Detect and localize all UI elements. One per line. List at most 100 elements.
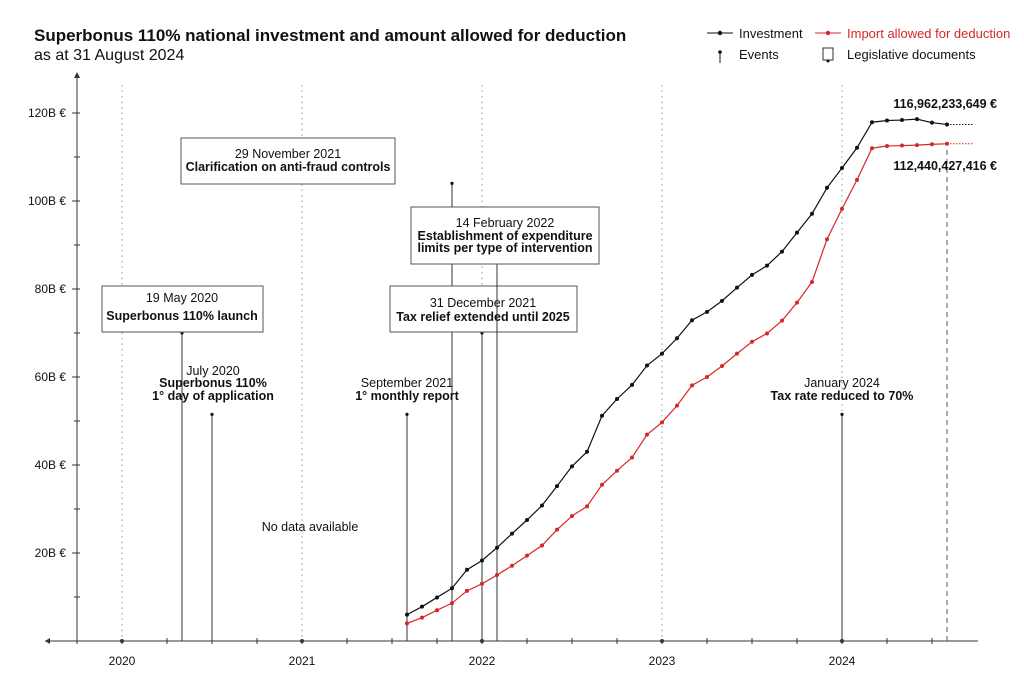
annotation-box xyxy=(180,137,396,185)
investment-point xyxy=(705,309,709,314)
annotation-label: Superbonus 110% launch xyxy=(106,309,257,323)
annotation-label: limits per type of intervention xyxy=(417,241,592,255)
deduction-point xyxy=(870,146,874,151)
investment-point xyxy=(600,413,604,418)
deduction-point xyxy=(885,144,889,148)
investment-point xyxy=(645,363,649,368)
deduction-point xyxy=(660,420,664,425)
deduction-point xyxy=(750,339,754,344)
deduction-point xyxy=(915,143,919,148)
investment-point xyxy=(930,120,934,125)
investment-point xyxy=(630,382,634,387)
annotation-box xyxy=(101,285,264,333)
annotation-date: 31 December 2021 xyxy=(430,296,536,310)
annotation-label: 1° monthly report xyxy=(355,389,459,403)
legend-legislative-symbol xyxy=(822,47,834,61)
no-data-text: No data available xyxy=(262,520,359,534)
annotation-box xyxy=(389,285,578,333)
annotation-date: 19 May 2020 xyxy=(146,291,218,305)
investment-point xyxy=(495,545,499,550)
y-tick-label: 40B € xyxy=(35,458,67,472)
investment-line xyxy=(406,118,948,616)
investment-point xyxy=(480,558,484,563)
deduction-point xyxy=(540,543,544,548)
investment-point xyxy=(525,518,529,522)
deduction-point xyxy=(840,206,844,211)
legend-legislative-label: Legislative documents xyxy=(847,47,976,62)
investment-point xyxy=(540,503,544,508)
deduction-point xyxy=(780,318,784,323)
investment-point xyxy=(615,397,619,401)
x-tick-label: 2023 xyxy=(649,654,676,668)
deduction-point xyxy=(720,364,724,368)
annotation-label: Tax relief extended until 2025 xyxy=(396,310,569,324)
investment-point xyxy=(465,567,469,572)
deduction-point xyxy=(525,553,529,558)
investment-point xyxy=(855,145,859,150)
x-tick-label: 2022 xyxy=(469,654,496,668)
investment-point xyxy=(915,117,919,122)
x-year-dot xyxy=(660,639,664,643)
x-tick-label: 2021 xyxy=(289,654,316,668)
legend-events-dot xyxy=(718,50,722,54)
deduction-point xyxy=(900,143,904,148)
investment-point xyxy=(555,484,559,489)
x-tick-label: 2020 xyxy=(109,654,136,668)
deduction-point xyxy=(855,177,859,182)
event-marker xyxy=(840,412,844,416)
investment-point xyxy=(570,464,574,469)
investment-point xyxy=(510,531,514,536)
investment-point xyxy=(840,166,844,170)
legend-investment-point xyxy=(717,30,723,36)
deduction-point xyxy=(930,142,934,147)
investment-point xyxy=(810,211,814,216)
deduction-point xyxy=(690,383,694,388)
x-axis-arrow-left xyxy=(45,638,50,644)
legend-deduction-label: Import allowed for deduction xyxy=(847,26,1011,41)
investment-point xyxy=(765,263,769,268)
investment-point xyxy=(435,595,439,600)
deduction-point xyxy=(765,331,769,336)
deduction-point xyxy=(585,504,589,509)
x-year-dot xyxy=(120,639,124,643)
investment-point xyxy=(825,185,829,190)
annotation-label: 1° day of application xyxy=(152,389,274,403)
deduction-point xyxy=(810,279,814,284)
legend-deduction-point xyxy=(825,30,831,36)
deduction-point xyxy=(630,455,634,460)
investment-point xyxy=(450,586,454,591)
x-year-dot xyxy=(300,639,304,643)
investment-point xyxy=(675,336,679,341)
deduction-point xyxy=(570,514,574,519)
chart-subtitle: as at 31 August 2024 xyxy=(34,47,185,64)
deduction-point xyxy=(645,432,649,437)
chart-title: Superbonus 110% national investment and … xyxy=(34,26,627,45)
deduction-point xyxy=(795,300,799,305)
deduction-point xyxy=(705,375,709,379)
annotation-date: September 2021 xyxy=(361,376,453,390)
deduction-point xyxy=(450,601,454,606)
deduction-point xyxy=(465,588,469,593)
annotation-label: Superbonus 110% xyxy=(159,376,267,390)
y-tick-label: 60B € xyxy=(35,370,67,384)
annotation-date: 29 November 2021 xyxy=(235,147,341,161)
investment-point xyxy=(660,351,664,356)
annotation-label: Tax rate reduced to 70% xyxy=(771,389,914,403)
annotation-date: January 2024 xyxy=(804,376,880,390)
series-end-label: 112,440,427,416 € xyxy=(893,159,997,173)
event-marker xyxy=(405,412,409,416)
y-tick-label: 20B € xyxy=(35,546,67,560)
deduction-point xyxy=(615,468,619,473)
legislative-marker xyxy=(450,181,454,185)
deduction-point xyxy=(420,615,424,620)
deduction-point xyxy=(510,563,514,568)
legend-events-label: Events xyxy=(739,47,779,62)
y-tick-label: 80B € xyxy=(35,282,67,296)
investment-point xyxy=(690,318,694,323)
investment-point xyxy=(750,272,754,277)
investment-point xyxy=(420,604,424,609)
investment-point xyxy=(900,118,904,123)
annotation-label: Establishment of expenditure xyxy=(417,229,592,243)
deduction-point xyxy=(825,237,829,242)
deduction-point xyxy=(555,527,559,532)
